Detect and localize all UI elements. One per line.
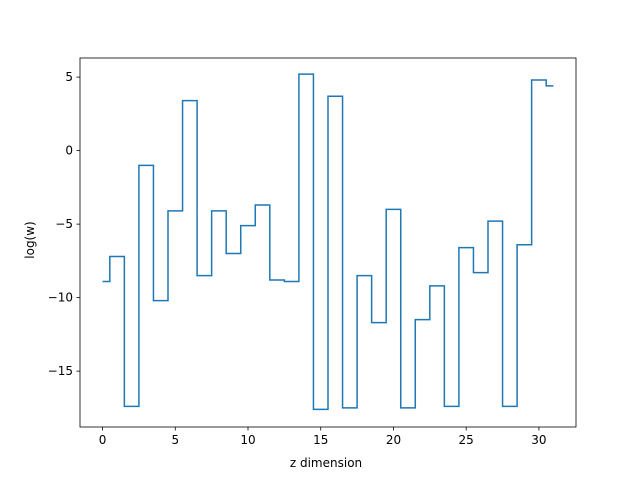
data-point: [260, 203, 265, 208]
y-axis-label: log(w): [23, 221, 37, 258]
data-point: [536, 78, 541, 83]
data-point: [507, 404, 512, 409]
data-point: [333, 94, 338, 99]
axes-frame: [79, 57, 577, 428]
data-point: [129, 404, 134, 409]
data-point: [304, 72, 309, 77]
x-tick-label: 5: [171, 433, 179, 447]
data-point: [406, 405, 411, 410]
data-point: [289, 279, 294, 284]
x-tick-label: 20: [386, 433, 401, 447]
x-axis-label: z dimension: [290, 456, 362, 470]
data-point: [522, 242, 527, 247]
data-point: [464, 245, 469, 250]
data-point: [449, 404, 454, 409]
data-point: [173, 208, 178, 213]
plot-area: [100, 72, 556, 412]
data-point: [100, 279, 105, 284]
data-point: [275, 277, 280, 282]
data-point: [376, 320, 381, 325]
x-tick-label: 10: [240, 433, 255, 447]
data-point: [347, 405, 352, 410]
data-point: [318, 407, 323, 412]
y-tick-label: 5: [65, 70, 73, 84]
y-tick-label: −5: [55, 217, 73, 231]
data-point: [391, 207, 396, 212]
data-point: [493, 219, 498, 224]
data-point: [158, 298, 163, 303]
data-point: [420, 317, 425, 322]
y-tick-label: −15: [48, 364, 73, 378]
data-point: [478, 270, 483, 275]
data-point: [202, 273, 207, 278]
data-point: [216, 208, 221, 213]
x-tick-label: 25: [459, 433, 474, 447]
data-point: [115, 254, 120, 259]
data-point: [144, 163, 149, 168]
data-point: [231, 251, 236, 256]
data-point: [551, 83, 556, 88]
data-point: [246, 223, 251, 228]
data-point: [435, 283, 440, 288]
data-point: [362, 273, 367, 278]
x-tick-label: 30: [531, 433, 546, 447]
y-tick-label: 0: [65, 144, 73, 158]
axes: 0 5 10 15 20 25 30 −15 −10 −5 0 5: [48, 57, 577, 447]
data-point: [187, 98, 192, 103]
x-tick-label: 0: [99, 433, 107, 447]
x-tick-label: 15: [313, 433, 328, 447]
series-line-0: [102, 73, 554, 411]
y-tick-label: −10: [48, 291, 73, 305]
